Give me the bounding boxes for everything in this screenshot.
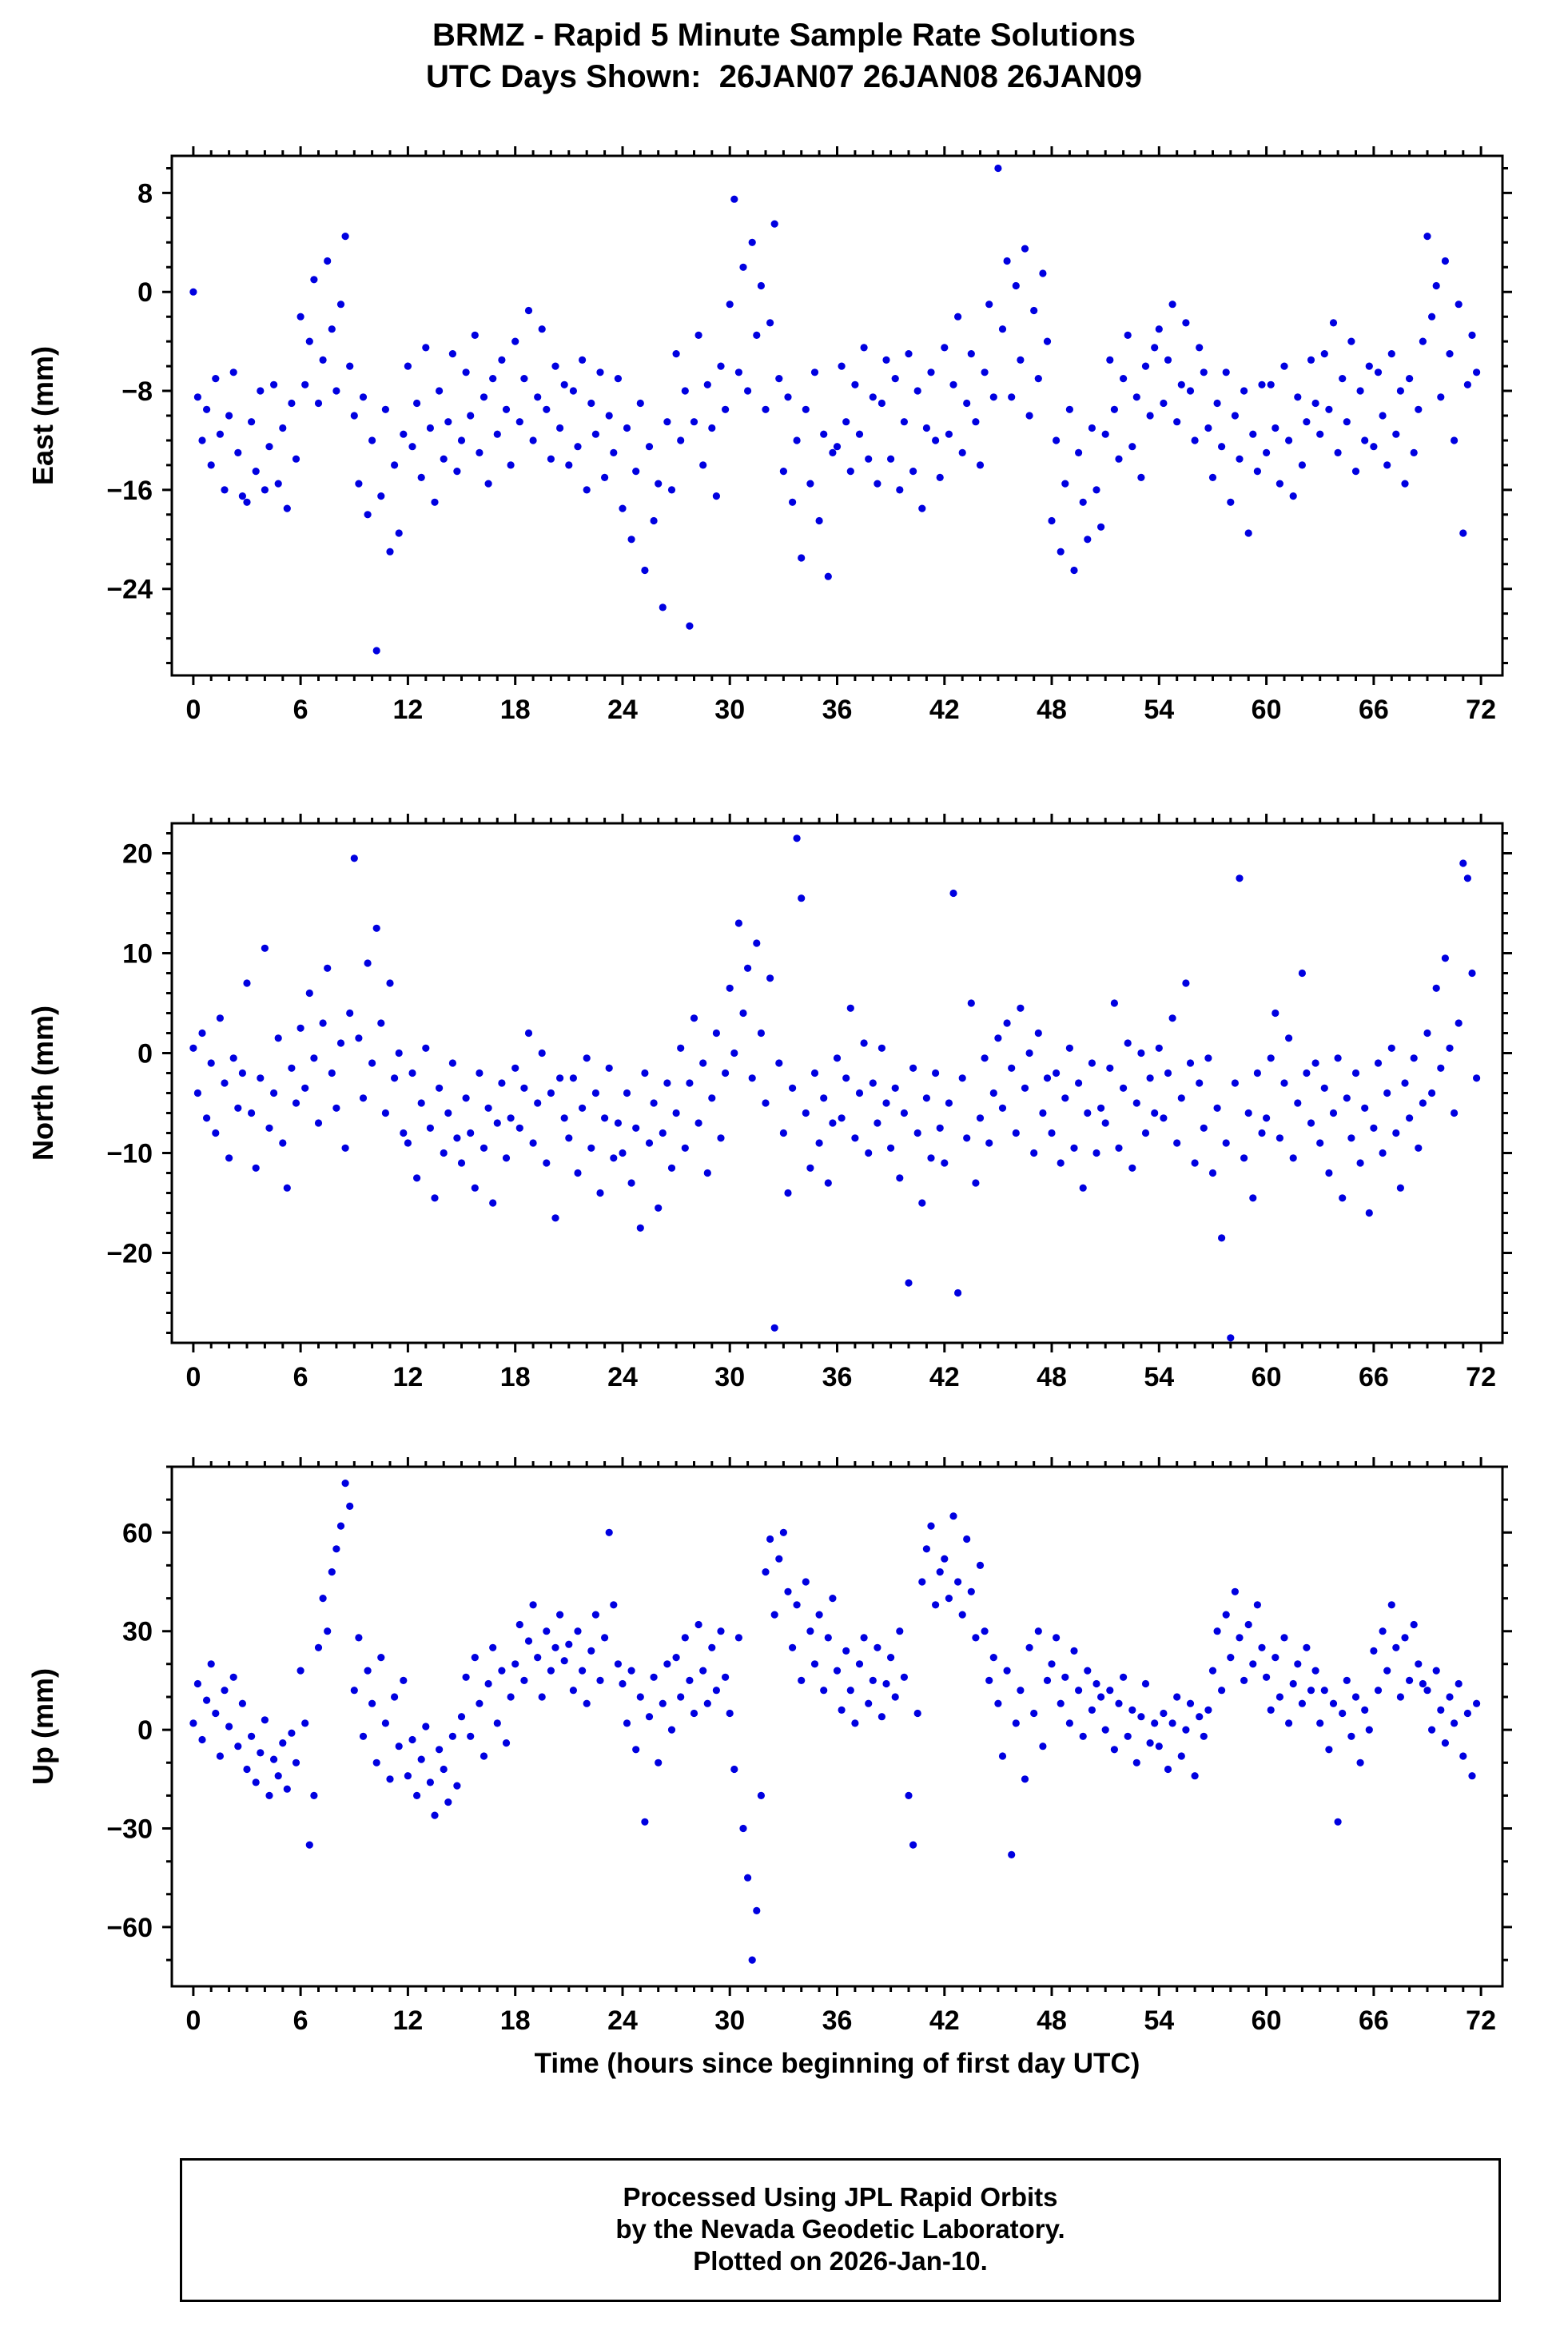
up-xtick-label: 54: [1144, 2005, 1174, 2036]
east-xtick-label: 30: [714, 695, 745, 725]
up-ytick-label: 60: [122, 1518, 153, 1548]
east-chart: 0 6 12 18 24 30 36 42 48 54 60 66 72 8 0 −8 −16 −24 East (…: [26, 146, 1512, 725]
up-ytick-label: 0: [137, 1715, 153, 1746]
east-xtick-label: 66: [1359, 695, 1389, 725]
up-xtick-label: 72: [1466, 2005, 1496, 2036]
east-ytick-label: −16: [106, 476, 153, 506]
east-xtick-label: 42: [929, 695, 960, 725]
east-frame: [170, 154, 1504, 677]
up-ytick-label: 30: [122, 1617, 153, 1647]
up-xtick-label: 24: [607, 2005, 638, 2036]
north-xtick-label: 36: [822, 1362, 853, 1392]
north-xtick-label: 54: [1144, 1362, 1174, 1392]
up-xtick-label: 36: [822, 2005, 853, 2036]
up-ytick-label: −60: [106, 1913, 153, 1943]
plot-title-line2: UTC Days Shown: 26JAN07 26JAN08 26JAN09: [426, 59, 1142, 94]
north-xtick-label: 24: [607, 1362, 638, 1392]
north-chart: 0 6 12 18 24 30 36 42 48 54 60 66 72 20 10 0 −10 −20 North…: [26, 814, 1512, 1392]
north-frame: [170, 822, 1504, 1344]
up-xtick-label: 66: [1359, 2005, 1389, 2036]
east-axis-ticks: [162, 146, 1512, 685]
north-y-axis-title: North (mm): [26, 1006, 59, 1161]
footer-box: Processed Using JPL Rapid Orbits by the …: [180, 2158, 1501, 2302]
north-xtick-label: 0: [185, 1362, 201, 1392]
up-xtick-label: 12: [392, 2005, 423, 2036]
north-xtick-label: 72: [1466, 1362, 1496, 1392]
east-xtick-label: 72: [1466, 695, 1496, 725]
plot-title: BRMZ - Rapid 5 Minute Sample Rate Soluti…: [0, 14, 1568, 98]
footer-line-1: Processed Using JPL Rapid Orbits: [623, 2182, 1058, 2212]
north-xtick-label: 30: [714, 1362, 745, 1392]
north-xtick-label: 42: [929, 1362, 960, 1392]
east-points: [189, 164, 1481, 655]
up-xtick-label: 18: [500, 2005, 531, 2036]
north-ytick-label: 20: [122, 839, 153, 870]
up-xtick-label: 48: [1037, 2005, 1067, 2036]
north-xtick-label: 6: [293, 1362, 308, 1392]
up-chart: 0 6 12 18 24 30 36 42 48 54 60 66 72 60 30 0 −30 −60 Up (m…: [26, 1457, 1512, 2036]
north-xtick-label: 12: [392, 1362, 423, 1392]
up-xtick-label: 6: [293, 2005, 308, 2036]
north-xtick-label: 18: [500, 1362, 531, 1392]
north-ytick-label: 0: [137, 1039, 153, 1069]
east-xtick-label: 54: [1144, 695, 1174, 725]
east-ytick-label: −24: [106, 575, 153, 605]
up-xtick-label: 42: [929, 2005, 960, 2036]
east-xtick-label: 60: [1252, 695, 1282, 725]
east-xtick-label: 24: [607, 695, 638, 725]
east-xtick-label: 6: [293, 695, 308, 725]
up-xtick-label: 30: [714, 2005, 745, 2036]
east-xtick-label: 36: [822, 695, 853, 725]
up-axis-ticks: [162, 1457, 1512, 1996]
east-ytick-label: 8: [137, 178, 153, 209]
x-axis-title: Time (hours since beginning of first day…: [534, 2048, 1140, 2079]
north-ytick-label: 10: [122, 939, 153, 970]
east-y-axis-title: East (mm): [26, 346, 59, 485]
east-ytick-label: −8: [121, 376, 153, 407]
east-xtick-label: 12: [392, 695, 423, 725]
north-xtick-label: 48: [1037, 1362, 1067, 1392]
north-xtick-label: 66: [1359, 1362, 1389, 1392]
plot-title-line1: BRMZ - Rapid 5 Minute Sample Rate Soluti…: [432, 18, 1136, 53]
footer-line-3: Plotted on 2026-Jan-10.: [693, 2246, 988, 2276]
north-ytick-label: −20: [106, 1239, 153, 1269]
up-xtick-label: 60: [1252, 2005, 1282, 2036]
up-ytick-label: −30: [106, 1814, 153, 1845]
east-xtick-label: 18: [500, 695, 531, 725]
up-xtick-label: 0: [185, 2005, 201, 2036]
footer-line-2: by the Nevada Geodetic Laboratory.: [615, 2214, 1065, 2244]
up-frame: [170, 1465, 1504, 1988]
north-ytick-label: −10: [106, 1139, 153, 1169]
north-points: [189, 834, 1481, 1342]
east-ytick-label: 0: [137, 277, 153, 308]
north-axis-ticks: [162, 814, 1512, 1352]
east-xtick-label: 0: [185, 695, 201, 725]
east-xtick-label: 48: [1037, 695, 1067, 725]
up-points: [189, 1480, 1481, 1964]
north-xtick-label: 60: [1252, 1362, 1282, 1392]
up-y-axis-title: Up (mm): [26, 1668, 59, 1785]
